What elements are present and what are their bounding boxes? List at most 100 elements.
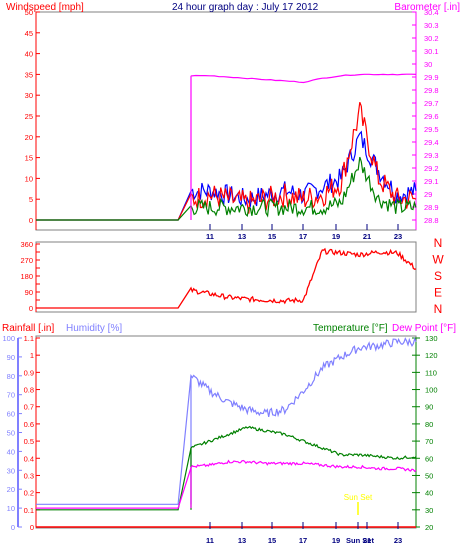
wind-direction-plot-frame [35,241,417,313]
windspeed-tick-label: 50 [25,8,33,17]
rainfall-tick-label: 0.5 [24,437,34,446]
temperature-tick-label: 80 [425,420,433,429]
x-tick-label: 19 [332,232,340,241]
temperature-tick-label: 100 [425,386,438,395]
sunset-annotation: Sun Set [344,493,373,502]
graph-title: 24 hour graph day : July 17 2012 [172,2,319,13]
temperature-axis-label: Temperature [°F] [313,323,388,334]
x-tick-label: 13 [238,536,246,545]
temperature-tick-label: 40 [425,489,433,498]
wind-average-series [36,156,417,221]
barometer-tick-label: 30.2 [424,34,439,43]
barometer-tick-label: 29 [424,190,432,199]
windspeed-tick-label: 15 [25,154,33,163]
barometer-tick-label: 29.1 [424,177,439,186]
rain-humidity-temp-ticks: 0 10 20 30 40 50 60 70 80 90 100 0 0.1 0.2 0.3 0.4 0.5 0.… [2,334,437,532]
windspeed-tick-label: 0 [29,216,33,225]
x-tick-label: 19 [332,536,340,545]
humidity-series [36,337,417,505]
compass-label: S [434,269,442,283]
rainfall-tick-label: 0.4 [24,454,34,463]
compass-label: E [434,286,442,300]
windspeed-tick-label: 25 [25,112,33,121]
windspeed-tick-label: 5 [29,195,33,204]
humidity-tick-label: 30 [7,466,15,475]
windspeed-tick-label: 35 [25,70,33,79]
wind-baro-x-ticks: 11 13 15 17 19 21 23 [206,224,402,241]
barometer-tick-label: 29.2 [424,164,439,173]
windspeed-tick-label: 45 [25,29,33,38]
x-tick-label: 17 [299,232,307,241]
rain-humidity-temp-series [36,337,417,528]
barometer-ticks: 28.8 28.9 29 29.1 29.2 29.3 29.4 29.5 29.6 29.7 29… [412,8,439,230]
humidity-tick-label: 10 [7,504,15,513]
humidity-tick-label: 60 [7,410,15,419]
rainfall-tick-label: 0.6 [24,420,34,429]
humidity-axis-label: Humidity [%] [66,323,122,334]
barometer-tick-label: 29.3 [424,151,439,160]
x-tick-label: 21 [363,536,371,545]
dewpoint-series [36,459,417,509]
humidity-tick-label: 100 [2,334,15,343]
x-tick-label: 13 [238,232,246,241]
rainfall-tick-label: 0.7 [24,403,34,412]
temperature-series [36,425,417,511]
temperature-tick-label: 30 [425,506,433,515]
x-tick-label: 17 [299,536,307,545]
temperature-tick-label: 120 [425,351,438,360]
barometer-tick-label: 29.4 [424,138,439,147]
windspeed-ticks: 0 5 10 15 20 25 30 35 40 45 50 [25,8,40,230]
x-tick-label: 11 [206,536,214,545]
barometer-tick-label: 29.5 [424,125,439,134]
barometer-tick-label: 29.7 [424,99,439,108]
humidity-tick-label: 40 [7,447,15,456]
temperature-tick-label: 60 [425,454,433,463]
barometer-tick-label: 30 [424,60,432,69]
temperature-tick-label: 110 [425,368,437,377]
wind-direction-ticks: 0 90 180 270 360 [20,240,40,313]
windspeed-axis-label: Windspeed [mph] [6,2,84,13]
compass-label: N [434,302,443,316]
windspeed-tick-label: 10 [25,174,33,183]
windspeed-tick-label: 40 [25,50,33,59]
humidity-tick-label: 80 [7,372,15,381]
x-tick-label: 15 [268,232,276,241]
wind-direction-series [36,247,417,309]
wind-direction-tick-label: 90 [25,288,33,297]
humidity-tick-label: 70 [7,391,15,400]
windspeed-tick-label: 30 [25,91,33,100]
humidity-tick-label: 20 [7,485,15,494]
humidity-tick-label: 90 [7,353,15,362]
temperature-tick-label: 70 [425,437,433,446]
wind-baro-series [36,73,417,221]
temperature-tick-label: 130 [425,334,438,343]
barometer-tick-label: 30.1 [424,47,439,56]
barometer-tick-label: 30.3 [424,21,439,30]
temperature-tick-label: 50 [425,471,433,480]
wind-direction-tick-label: 270 [20,256,33,265]
rainfall-tick-label: 0.1 [24,506,34,515]
temperature-tick-label: 90 [425,403,433,412]
temperature-tick-label: 20 [425,523,433,532]
barometer-tick-label: 29.8 [424,86,439,95]
rainfall-tick-label: 0.9 [24,368,34,377]
dewpoint-axis-label: Dew Point [°F] [392,323,456,334]
barometer-tick-label: 28.9 [424,203,439,212]
rainfall-tick-label: 0.2 [24,489,34,498]
barometer-tick-label: 29.9 [424,73,439,82]
rainfall-tick-label: 1.1 [24,334,34,343]
windspeed-series [36,101,417,221]
wind-direction-tick-label: 360 [20,240,33,249]
barometer-tick-label: 30.4 [424,8,439,17]
x-tick-label: 15 [268,536,276,545]
x-tick-label: 23 [394,232,402,241]
x-tick-label: 23 [394,536,402,545]
x-tick-label: 21 [363,232,371,241]
wind-baro-plot-frame [35,11,417,231]
compass-label: W [432,253,444,267]
barometer-tick-label: 28.8 [424,216,439,225]
windspeed-tick-label: 20 [25,133,33,142]
